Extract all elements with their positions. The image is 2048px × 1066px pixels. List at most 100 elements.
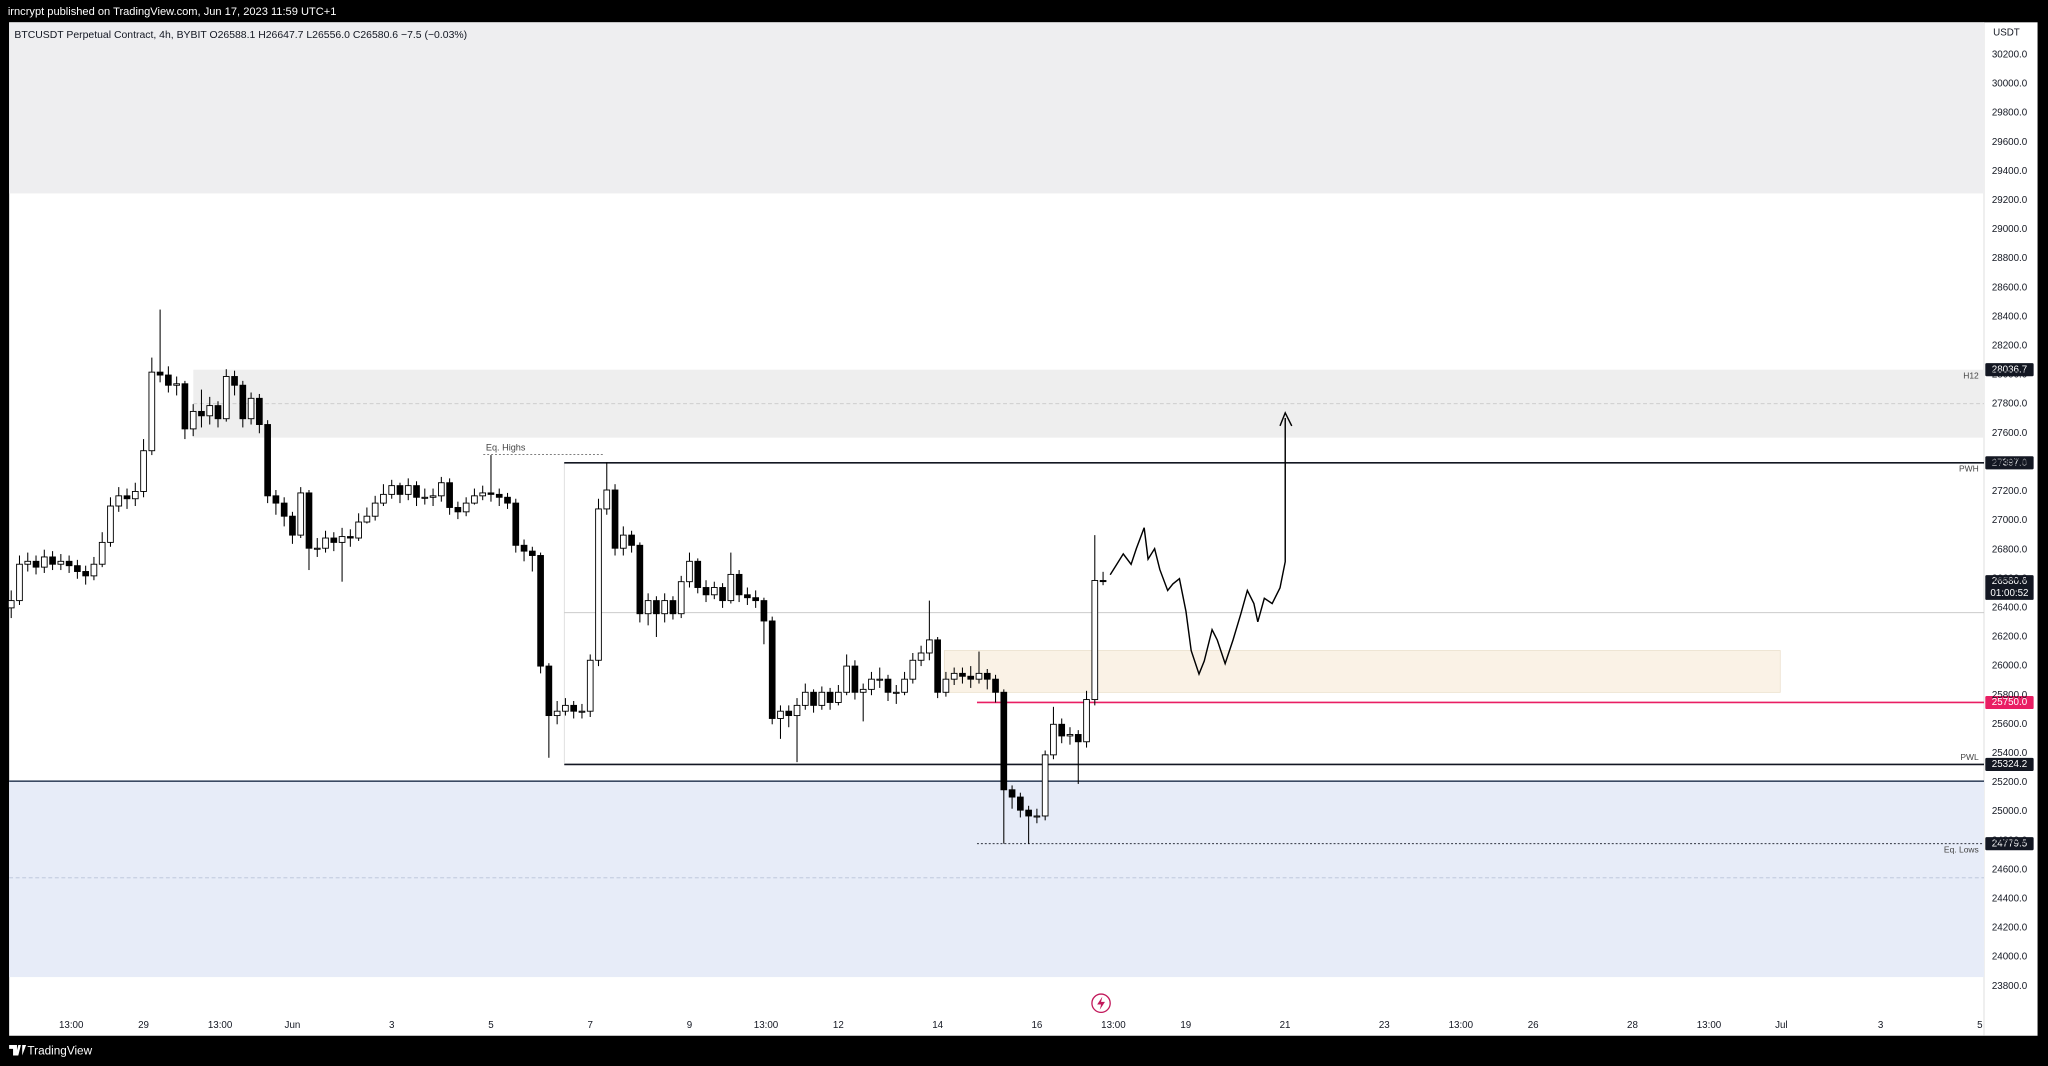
candle-body [115, 495, 123, 507]
candle-body [901, 678, 908, 693]
candle-body [710, 587, 718, 596]
x-tick-label: 12 [833, 1020, 844, 1031]
candle-body [917, 652, 925, 661]
publisher: irncrypt published on TradingView.com, J… [8, 6, 337, 18]
candle-body [843, 665, 850, 693]
candle-body [1050, 723, 1057, 756]
x-tick-label: 7 [587, 1020, 592, 1031]
candle-body [619, 534, 627, 549]
zone-demand [943, 650, 1781, 693]
x-tick-label: 26 [1528, 1020, 1539, 1031]
candle-body [785, 710, 793, 717]
candle-body [206, 405, 214, 417]
candle-body [148, 371, 156, 452]
y-tick-label: 24000.0 [1992, 952, 2028, 963]
candle-body [1066, 734, 1074, 737]
candle-body [644, 600, 652, 615]
candle-body [74, 565, 81, 572]
y-tick-label: 30000.0 [1992, 79, 2028, 90]
candle-body [495, 493, 503, 498]
candle-body [1074, 734, 1082, 743]
candle-body [735, 573, 743, 596]
candle-body [694, 560, 702, 588]
x-tick-label: 19 [1180, 1020, 1191, 1031]
candle-body [429, 495, 437, 498]
candle-body [851, 665, 859, 693]
candle-body [570, 704, 578, 712]
x-tick-label: 5 [488, 1020, 494, 1031]
candle-body [926, 639, 933, 654]
candle-body [950, 672, 958, 680]
candle-body [82, 571, 89, 577]
candle-body [363, 515, 371, 523]
candle-body [1025, 809, 1032, 817]
candle-body [768, 620, 776, 719]
candle-body [355, 521, 362, 539]
legend-title: BTCUSDT Perpetual Contract, 4h, BYBIT O2… [14, 30, 467, 41]
candle-body [801, 691, 809, 706]
candle-body [545, 665, 553, 717]
x-tick-label: 29 [138, 1020, 149, 1031]
candle-body [371, 502, 379, 517]
candle-body [661, 600, 669, 615]
price-tag [1985, 757, 2034, 771]
candle-body [487, 492, 495, 495]
candle-body [222, 376, 230, 420]
price-tag [1985, 837, 2034, 851]
y-tick-label: 26000.0 [1992, 661, 2028, 672]
candle-body [173, 383, 180, 386]
eq-highs-label: Eq. Highs [486, 443, 526, 453]
x-tick-label: 16 [1031, 1020, 1042, 1031]
y-tick-label: 29000.0 [1992, 224, 2028, 235]
candle-body [1058, 723, 1066, 737]
x-tick-label: 9 [687, 1020, 692, 1031]
zone-blue [9, 781, 1985, 978]
candle-body [586, 659, 594, 712]
candle-body [446, 482, 453, 508]
candle-body [1000, 691, 1008, 791]
candle-body [835, 691, 842, 703]
candle-body [438, 482, 445, 497]
candle-body [553, 710, 561, 717]
y-tick-label: 29600.0 [1992, 137, 2028, 148]
zone-top [9, 22, 1985, 194]
candle-body [578, 710, 586, 713]
y-tick-label: 28200.0 [1992, 341, 2028, 352]
x-tick-label: 3 [389, 1020, 395, 1031]
candle-body [818, 691, 826, 706]
y-tick-label: 28000.0 [1992, 370, 2028, 381]
candle-body [471, 495, 478, 504]
candle-body [347, 536, 354, 539]
candle-body [131, 491, 139, 500]
candle-body [1083, 699, 1090, 743]
candle-body [454, 507, 462, 513]
y-tick-label: 25400.0 [1992, 748, 2028, 759]
brand: TradingView [27, 1045, 92, 1058]
candle-body [90, 563, 98, 577]
candle-body [404, 485, 412, 495]
candle-body [338, 536, 346, 543]
candle-body [611, 489, 619, 549]
candle-body [297, 492, 305, 536]
candle-body [760, 600, 768, 622]
candle-body [752, 597, 759, 602]
candle-body [264, 424, 271, 497]
brand-logo [9, 1045, 27, 1056]
candle-body [57, 560, 65, 565]
candle-body [744, 594, 751, 599]
candle-body [7, 600, 15, 609]
candle-body [504, 496, 511, 504]
lightning-bolt [1097, 996, 1105, 1010]
projection-path [1109, 418, 1286, 677]
countdown: 01:00:52 [1990, 588, 2028, 599]
candle-body [892, 691, 900, 694]
candle-body [702, 587, 710, 596]
candles [7, 309, 1107, 844]
y-tick-label: 28800.0 [1992, 253, 2028, 264]
y-tick-label: 29200.0 [1992, 195, 2028, 206]
candle-body [214, 405, 222, 420]
candle-body [231, 376, 238, 386]
candle-body [868, 678, 875, 690]
x-tick-label: 23 [1379, 1020, 1390, 1031]
candle-body [669, 600, 677, 615]
